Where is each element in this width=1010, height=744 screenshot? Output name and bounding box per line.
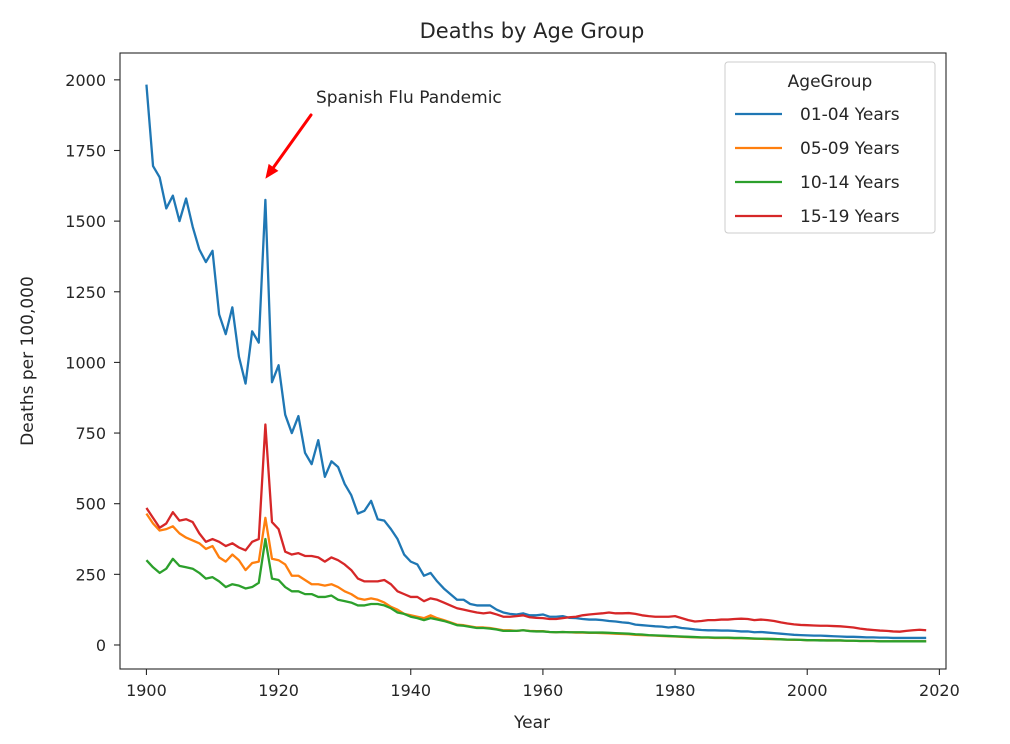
x-tick-label: 2020 (919, 681, 960, 700)
y-tick-label: 1750 (65, 141, 106, 160)
legend-label-01-04-years: 01-04 Years (800, 105, 900, 125)
legend-items: 01-04 Years 05-09 Years 10-14 Years 15-19 Y… (735, 105, 900, 227)
y-axis-label: Deaths per 100,000 (18, 276, 38, 446)
legend-label-10-14-years: 10-14 Years (800, 173, 900, 193)
y-tick-label: 1250 (65, 283, 106, 302)
y-axis: 0 250 500 750 1000 1250 1500 1750 2000 (65, 71, 120, 655)
series-layer (145, 84, 927, 643)
x-axis-label: Year (513, 713, 550, 733)
x-tick-label: 1900 (126, 681, 167, 700)
annotation: Spanish Flu Pandemic (265, 88, 502, 179)
x-tick-label: 1940 (390, 681, 431, 700)
annotation-arrow-line (272, 113, 313, 169)
x-tick-label: 1920 (258, 681, 299, 700)
series-line-01-04-years (145, 84, 927, 640)
y-tick-label: 1000 (65, 353, 106, 372)
legend-label-05-09-years: 05-09 Years (800, 139, 900, 159)
y-tick-label: 250 (75, 565, 106, 584)
legend-label-15-19-years: 15-19 Years (800, 207, 900, 227)
y-tick-label: 500 (75, 495, 106, 514)
legend-box (724, 61, 936, 234)
chart-title: Deaths by Age Group (420, 19, 645, 43)
annotation-arrow-head (265, 163, 279, 179)
y-tick-label: 750 (75, 424, 106, 443)
x-tick-label: 1960 (523, 681, 564, 700)
y-tick-label: 0 (96, 636, 106, 655)
annotation-text: Spanish Flu Pandemic (316, 88, 502, 108)
y-tick-label: 1500 (65, 212, 106, 231)
legend: AgeGroup 01-04 Years 05-09 Years 10-14 Yea… (724, 61, 936, 234)
plot-frame (119, 52, 947, 670)
y-tick-label: 2000 (65, 71, 106, 90)
x-axis: 1900 1920 1940 1960 1980 2000 2020 (126, 669, 960, 700)
series-line-10-14-years (145, 537, 927, 643)
x-tick-label: 1980 (655, 681, 696, 700)
series-line-15-19-years (145, 423, 927, 633)
x-tick-label: 2000 (787, 681, 828, 700)
legend-title: AgeGroup (788, 72, 873, 92)
